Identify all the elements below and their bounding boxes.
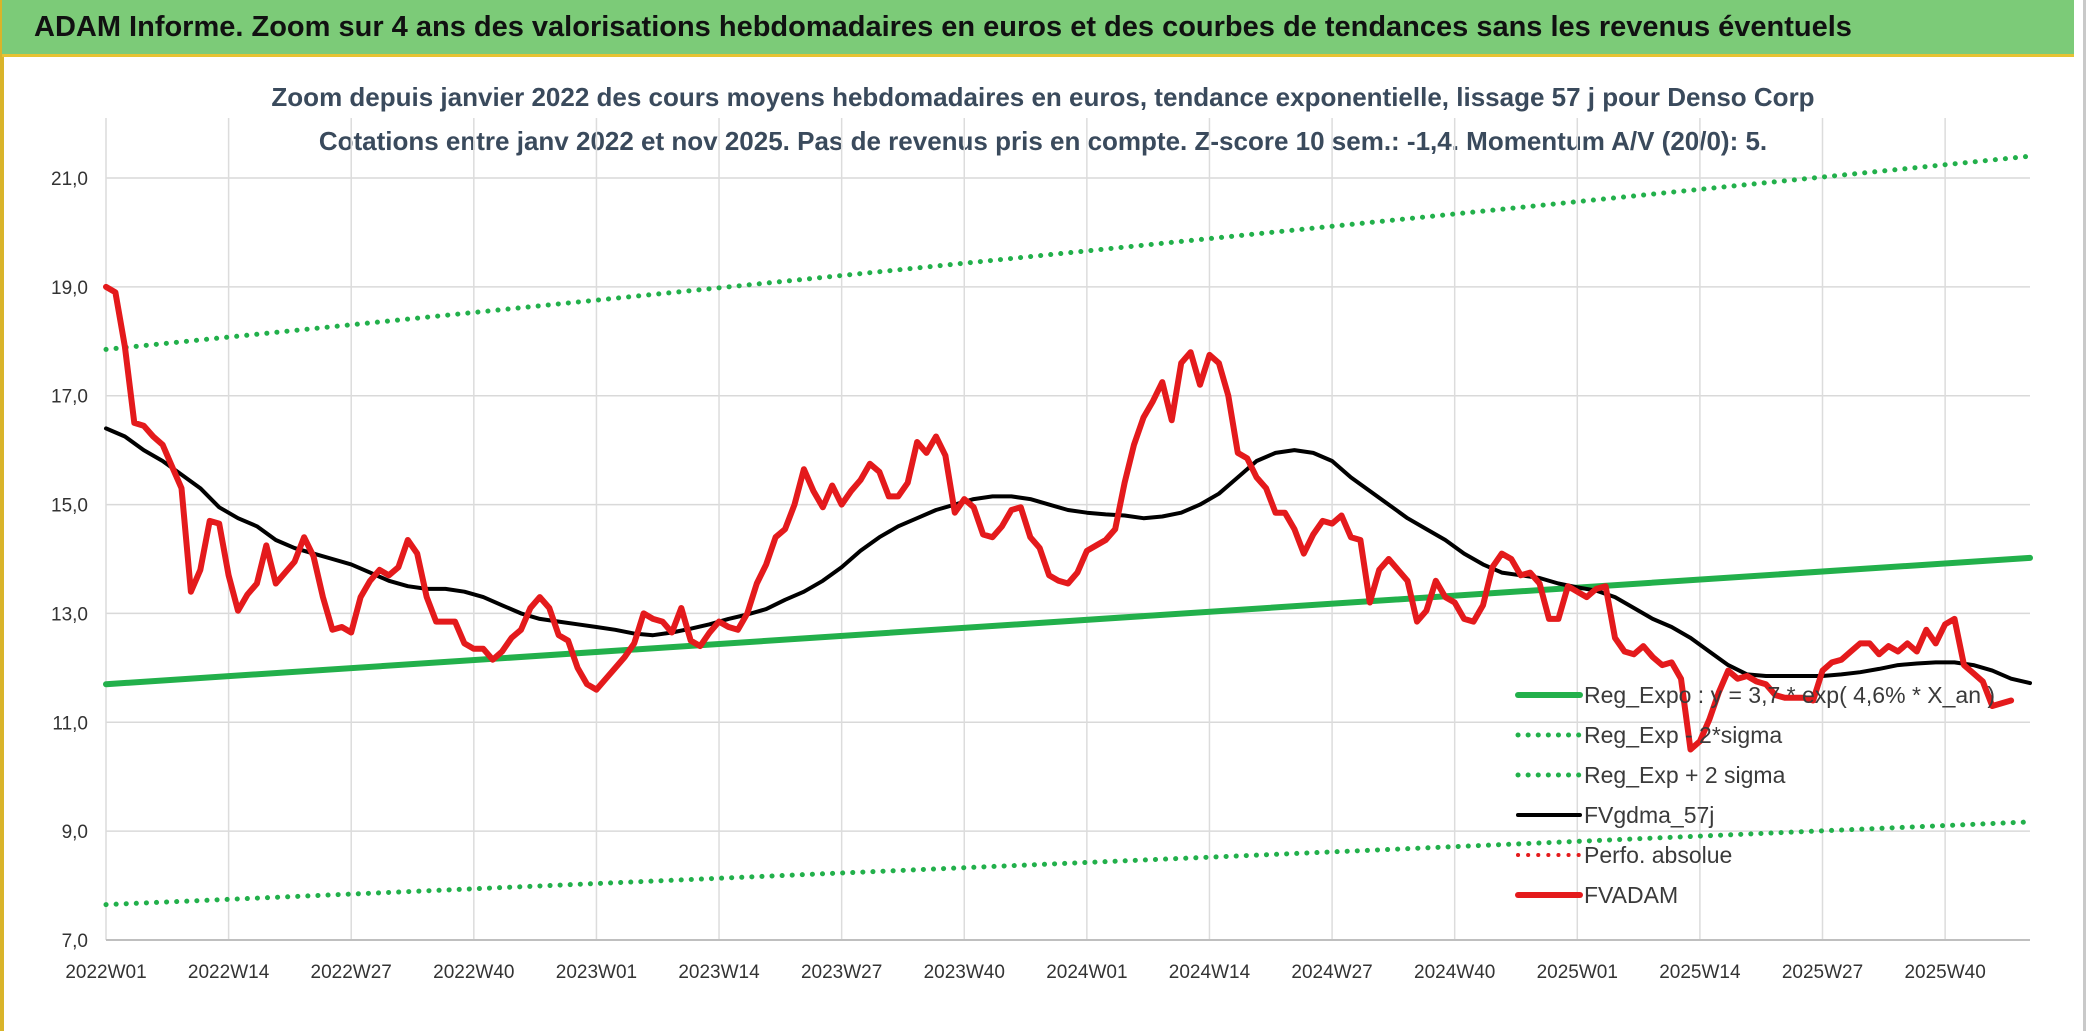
y-tick-label: 7,0 <box>62 931 88 952</box>
y-axis-ticks: 7,0 9,0 11,0 13,0 15,0 17,0 19,0 21,0 <box>51 169 88 952</box>
chart-subtitle: Cotations entre janv 2022 et nov 2025. P… <box>318 126 1768 156</box>
series-line-5 <box>103 283 2015 753</box>
legend: Reg_Expo : y = 3,7 * exp( 4,6% * X_an ) R… <box>1515 682 1995 908</box>
x-tick-label: 2024W27 <box>1291 962 1372 983</box>
x-tick-label: 2025W14 <box>1659 962 1741 983</box>
report-banner: ADAM Informe. Zoom sur 4 ans des valoris… <box>2 0 2074 57</box>
series-line-3 <box>104 426 2032 686</box>
y-tick-label: 11,0 <box>52 713 88 734</box>
legend-label: FVgdma_57j <box>1584 802 1714 828</box>
y-tick-label: 9,0 <box>62 822 88 843</box>
x-axis-ticks: 2022W01 2022W14 2022W27 2022W40 2023W01 2023W… <box>65 962 1985 983</box>
series-line-1 <box>103 819 2033 908</box>
x-tick-label: 2023W27 <box>801 962 882 983</box>
x-tick-label: 2022W01 <box>65 962 146 983</box>
x-tick-label: 2024W14 <box>1169 962 1251 983</box>
x-tick-label: 2023W40 <box>924 962 1005 983</box>
x-tick-label: 2024W01 <box>1046 962 1127 983</box>
legend-label: Perfo. absolue <box>1584 842 1732 868</box>
legend-label: FVADAM <box>1584 882 1678 908</box>
x-tick-label: 2024W40 <box>1414 962 1495 983</box>
series-layer <box>103 153 2033 908</box>
x-tick-label: 2025W01 <box>1537 962 1618 983</box>
y-tick-label: 21,0 <box>51 169 88 190</box>
series-line-0 <box>103 554 2033 688</box>
x-tick-label: 2022W14 <box>188 962 270 983</box>
legend-label: Reg_Expo : y = 3,7 * exp( 4,6% * X_an ) <box>1584 682 1995 708</box>
grid-lines <box>105 118 2030 941</box>
x-tick-label: 2022W27 <box>311 962 392 983</box>
x-tick-label: 2023W01 <box>556 962 637 983</box>
x-tick-label: 2025W27 <box>1782 962 1863 983</box>
y-tick-label: 13,0 <box>51 604 88 625</box>
x-tick-label: 2023W14 <box>678 962 760 983</box>
report-title: ADAM Informe. Zoom sur 4 ans des valoris… <box>34 10 1852 43</box>
x-tick-label: 2025W40 <box>1904 962 1985 983</box>
chart-title: Zoom depuis janvier 2022 des cours moyen… <box>271 82 1815 112</box>
series-line-2 <box>103 153 2033 352</box>
y-tick-label: 17,0 <box>51 387 88 408</box>
y-tick-label: 19,0 <box>51 278 88 299</box>
legend-label: Reg_Exp - 2*sigma <box>1584 722 1782 748</box>
x-tick-label: 2022W40 <box>433 962 514 983</box>
y-tick-label: 15,0 <box>51 496 88 517</box>
legend-label: Reg_Exp + 2 sigma <box>1584 762 1786 788</box>
